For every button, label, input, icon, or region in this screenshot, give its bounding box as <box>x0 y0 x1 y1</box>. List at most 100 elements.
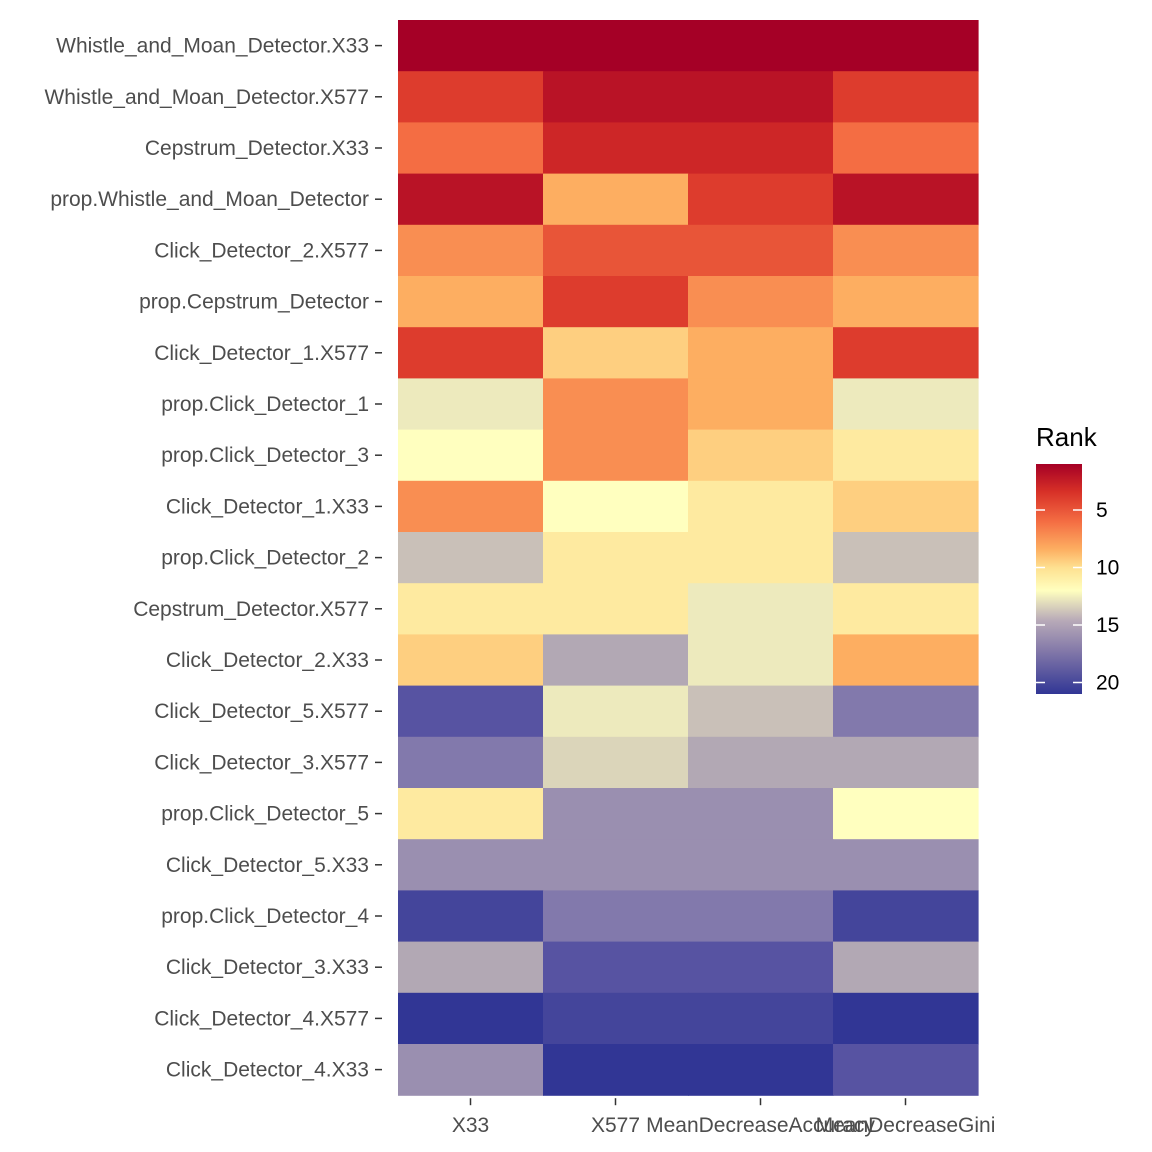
heatmap-cell <box>688 276 834 328</box>
heatmap-cell <box>833 480 979 533</box>
heatmap-cell <box>833 224 979 277</box>
row-label: prop.Click_Detector_4 <box>161 905 369 928</box>
heatmap-cell <box>833 992 979 1045</box>
heatmap-cell <box>543 480 689 533</box>
heatmap-cell <box>833 685 979 738</box>
heatmap-cell <box>688 992 834 1045</box>
heatmap-cell <box>398 224 544 277</box>
heatmap-cell <box>833 941 979 994</box>
heatmap-cell <box>398 583 544 635</box>
legend-tick-label: 5 <box>1096 499 1108 522</box>
heatmap-cell <box>543 1044 689 1096</box>
heatmap-cell <box>398 71 544 123</box>
row-label: prop.Click_Detector_2 <box>161 547 369 570</box>
heatmap-cell <box>398 736 544 789</box>
row-label: Whistle_and_Moan_Detector.X577 <box>44 86 369 109</box>
heatmap-cell <box>398 890 544 943</box>
row-label: Click_Detector_4.X33 <box>166 1059 369 1082</box>
heatmap-cell <box>543 224 689 277</box>
heatmap-cell <box>833 532 979 584</box>
heatmap-cell <box>543 839 689 891</box>
heatmap-cells <box>398 20 979 1096</box>
heatmap-cell <box>398 634 544 687</box>
heatmap-cell <box>833 788 979 840</box>
row-label: Click_Detector_1.X33 <box>166 495 369 518</box>
heatmap-cell <box>398 788 544 840</box>
heatmap-cell <box>833 327 979 379</box>
heatmap-cell <box>833 71 979 123</box>
row-label: Click_Detector_5.X577 <box>154 700 369 723</box>
heatmap-cell <box>688 532 834 584</box>
heatmap-cell <box>543 736 689 789</box>
row-label: Click_Detector_2.X577 <box>154 239 369 262</box>
heatmap-cell <box>543 788 689 840</box>
heatmap-cell <box>833 122 979 175</box>
heatmap-cell <box>833 378 979 431</box>
column-labels: X33 X577 MeanDecreaseAccuracyMeanDecreaseG… <box>452 1098 996 1137</box>
color-legend: Rank 5 10 15 20 <box>1036 422 1119 695</box>
heatmap-cell <box>398 941 544 994</box>
row-label: prop.Click_Detector_1 <box>161 393 369 416</box>
heatmap-cell <box>688 1044 834 1096</box>
heatmap-cell <box>688 327 834 379</box>
heatmap-cell <box>688 788 834 840</box>
heatmap-cell <box>833 634 979 687</box>
heatmap-cell <box>688 71 834 123</box>
heatmap-cell <box>543 941 689 994</box>
heatmap-cell <box>543 71 689 123</box>
heatmap-cell <box>398 378 544 431</box>
heatmap-cell <box>688 378 834 431</box>
heatmap-cell <box>543 378 689 431</box>
row-label: Click_Detector_2.X33 <box>166 649 369 672</box>
heatmap-cell <box>398 429 544 482</box>
heatmap-cell <box>688 224 834 277</box>
heatmap-cell <box>398 532 544 584</box>
row-label: Cepstrum_Detector.X33 <box>145 137 369 160</box>
row-label: Click_Detector_1.X577 <box>154 342 369 365</box>
row-label: Click_Detector_5.X33 <box>166 854 369 877</box>
heatmap-cell <box>398 685 544 738</box>
heatmap-cell <box>688 941 834 994</box>
row-label: Click_Detector_3.X33 <box>166 956 369 979</box>
legend-ticks: 5 10 15 20 <box>1036 499 1119 695</box>
heatmap-cell <box>833 1044 979 1096</box>
heatmap-cell <box>398 839 544 891</box>
heatmap-cell <box>688 634 834 687</box>
legend-tick-label: 10 <box>1096 557 1119 580</box>
heatmap-cell <box>398 1044 544 1096</box>
heatmap-cell <box>398 122 544 175</box>
heatmap-cell <box>543 173 689 226</box>
heatmap-cell <box>398 173 544 226</box>
row-label: Cepstrum_Detector.X577 <box>133 598 369 621</box>
heatmap-cell <box>398 992 544 1045</box>
heatmap-cell <box>543 122 689 175</box>
column-label: X33 <box>452 1114 489 1137</box>
heatmap-cell <box>688 20 834 72</box>
heatmap-cell <box>398 327 544 379</box>
row-label: prop.Click_Detector_5 <box>161 803 369 826</box>
column-label: X577 <box>591 1114 640 1137</box>
heatmap-cell <box>688 122 834 175</box>
row-labels: Whistle_and_Moan_Detector.X33 Whistle_and… <box>44 35 382 1082</box>
heatmap-cell <box>543 532 689 584</box>
legend-tick-label: 15 <box>1096 614 1119 637</box>
column-label: MeanDecreaseAccuracy <box>646 1114 875 1137</box>
heatmap-cell <box>543 992 689 1045</box>
heatmap-cell <box>543 583 689 635</box>
heatmap-cell <box>688 583 834 635</box>
heatmap-cell <box>543 276 689 328</box>
row-label: prop.Whistle_and_Moan_Detector <box>50 188 369 211</box>
heatmap-cell <box>688 839 834 891</box>
row-label: Click_Detector_3.X577 <box>154 751 369 774</box>
row-label: Click_Detector_4.X577 <box>154 1007 369 1030</box>
heatmap-cell <box>833 20 979 72</box>
heatmap-cell <box>543 634 689 687</box>
heatmap-cell <box>398 480 544 533</box>
heatmap-cell <box>833 276 979 328</box>
heatmap-cell <box>688 480 834 533</box>
row-label: Whistle_and_Moan_Detector.X33 <box>56 35 369 58</box>
column-label: MeanDecreaseGini <box>816 1114 996 1137</box>
heatmap-cell <box>688 736 834 789</box>
heatmap-cell <box>398 20 544 72</box>
